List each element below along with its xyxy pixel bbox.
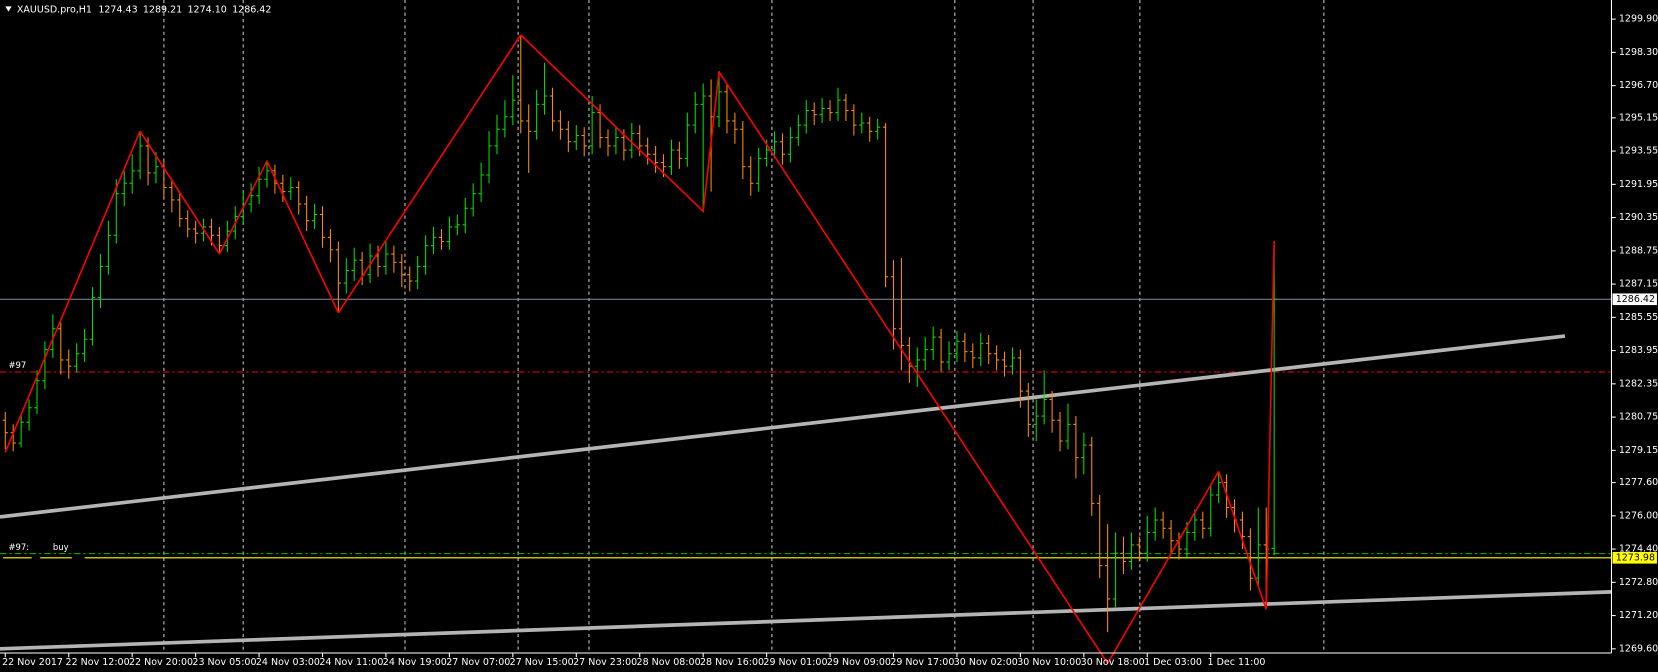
trend-line [0, 334, 1566, 519]
y-tick-label: 1291.95 [1619, 179, 1658, 190]
y-tick-label: 1296.70 [1619, 80, 1658, 91]
x-tick-label: 28 Nov 16:00 [700, 657, 764, 668]
y-tick-label: 1295.15 [1619, 112, 1658, 123]
x-tick-label: 24 Nov 19:00 [383, 657, 447, 668]
y-tick-label: 1276.00 [1619, 510, 1658, 521]
x-tick-label: 29 Nov 09:00 [827, 657, 891, 668]
y-tick-label: 1287.15 [1619, 279, 1658, 290]
x-tick-label: 24 Nov 03:00 [256, 657, 320, 668]
y-tick-label: 1274.40 [1619, 544, 1658, 555]
x-tick-label: 22 Nov 2017 [2, 657, 63, 668]
x-tick-label: 22 Nov 12:00 [66, 657, 130, 668]
y-tick-label: 1279.15 [1619, 445, 1658, 456]
x-tick-label: 30 Nov 10:00 [1017, 657, 1081, 668]
x-tick-label: 30 Nov 02:00 [954, 657, 1018, 668]
y-tick-label: 1269.60 [1619, 643, 1658, 654]
zigzag-segment [4, 130, 141, 453]
grid [163, 0, 1325, 653]
y-tick-label: 1299.90 [1619, 14, 1658, 25]
zigzag-segment [1265, 241, 1275, 610]
y-tick-label: 1298.30 [1619, 47, 1658, 58]
y-tick-label: 1288.75 [1619, 245, 1658, 256]
y-tick-label: 1280.75 [1619, 412, 1658, 423]
plot [0, 34, 1612, 664]
y-tick-label: 1290.35 [1619, 212, 1658, 223]
zigzag-segment [218, 160, 268, 255]
x-tick-label: 27 Nov 07:00 [446, 657, 510, 668]
header-open: 1274.43 [98, 4, 137, 15]
y-tick-label: 1283.95 [1619, 345, 1658, 356]
level-label: 1273.98 [1616, 552, 1655, 563]
x-tick-label: 30 Nov 18:00 [1081, 657, 1145, 668]
x-tick-label: 27 Nov 23:00 [573, 657, 637, 668]
symbol: XAUUSD.pro,H1 [17, 4, 92, 15]
zigzag-segment [702, 71, 720, 212]
zigzag-segment [139, 130, 221, 255]
zigzag-segment [1217, 471, 1267, 610]
header-close: 1286.42 [232, 4, 271, 15]
y-tick-label: 1277.60 [1619, 477, 1658, 488]
x-tick-label: 1 Dec 11:00 [1208, 657, 1266, 668]
x-tick-label: 22 Nov 20:00 [129, 657, 193, 668]
zigzag-segment [718, 71, 1109, 664]
zigzag-segment [1106, 470, 1220, 664]
menu-icon[interactable] [5, 6, 12, 12]
y-tick-label: 1282.35 [1619, 378, 1658, 389]
order-side: buy [53, 542, 69, 552]
order-label: #97 [8, 360, 26, 370]
x-tick-label: 29 Nov 01:00 [763, 657, 827, 668]
zigzag-segment [520, 34, 704, 212]
order-label: #97: [8, 542, 29, 552]
zigzag-segment [266, 160, 340, 314]
y-tick-label: 1285.55 [1619, 312, 1658, 323]
x-tick-label: 27 Nov 15:00 [510, 657, 574, 668]
y-tick-label: 1272.80 [1619, 577, 1658, 588]
y-tick-label: 1293.55 [1619, 146, 1658, 157]
header: XAUUSD.pro,H1 1274.43 1289.21 1274.10 1286.4… [17, 4, 272, 15]
y-tick-label: 1271.20 [1619, 610, 1658, 621]
zigzag-segment [337, 34, 522, 314]
level-box [1612, 293, 1657, 306]
x-tick-label: 24 Nov 11:00 [319, 657, 383, 668]
x-tick-label: 28 Nov 08:00 [637, 657, 701, 668]
header-high: 1289.21 [143, 4, 182, 15]
level-box [1612, 551, 1657, 564]
x-tick-label: 1 Dec 03:00 [1144, 657, 1202, 668]
level-label: 1286.42 [1616, 294, 1655, 305]
x-tick-label: 23 Nov 05:00 [192, 657, 256, 668]
trend-line [0, 590, 1612, 651]
x-tick-label: 29 Nov 17:00 [890, 657, 954, 668]
header-low: 1274.10 [188, 4, 227, 15]
